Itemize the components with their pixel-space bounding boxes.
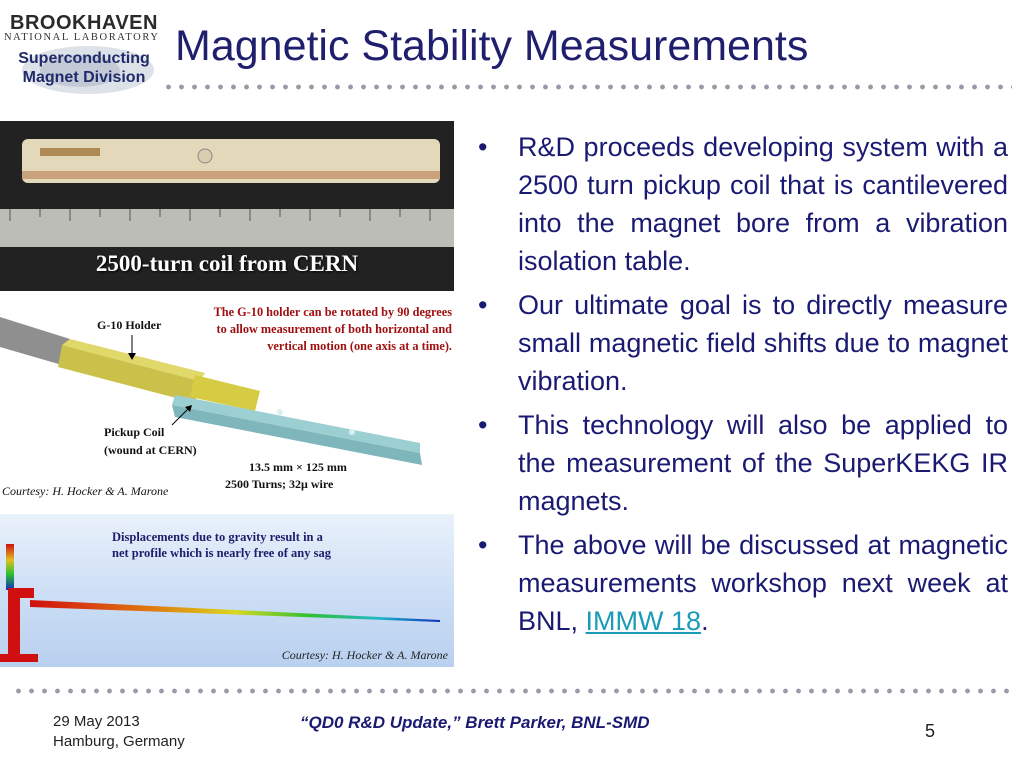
diagram-courtesy: Courtesy: H. Hocker & A. Marone <box>2 484 169 498</box>
title-divider <box>162 84 1012 90</box>
coil-photo-caption: 2500-turn coil from CERN <box>95 251 359 276</box>
fea-courtesy: Courtesy: H. Hocker & A. Marone <box>281 648 448 662</box>
pickup-coil-label: Pickup Coil (wound at CERN) <box>104 423 197 459</box>
rotation-note-line2: to allow measurement of both horizontal … <box>216 322 452 336</box>
pickup-coil-line1: Pickup Coil <box>104 425 165 439</box>
footer-date-location: 29 May 2013 Hamburg, Germany <box>53 712 185 752</box>
bullet-marker: • <box>478 290 488 320</box>
link-trailing-period: . <box>701 606 709 636</box>
fea-graphic <box>0 544 440 662</box>
brookhaven-logo: BROOKHAVEN NATIONAL LABORATORY Supercond… <box>0 0 170 100</box>
page-number: 5 <box>925 721 936 741</box>
bullet-item: • R&D proceeds developing system with a 2… <box>478 128 1008 280</box>
bullet-marker: • <box>478 530 488 560</box>
slide-title: Magnetic Stability Measurements <box>175 22 809 70</box>
g10-holder-label: G-10 Holder <box>97 318 162 332</box>
fea-caption: Displacements due to gravity result in a… <box>112 529 331 561</box>
immw18-link[interactable]: IMMW 18 <box>585 606 702 636</box>
footer-divider <box>12 688 1012 694</box>
bullet-text: The above will be discussed at magnetic … <box>518 530 1008 636</box>
footer-date: 29 May 2013 <box>53 713 140 730</box>
coil-photo-graphic <box>0 121 454 291</box>
rotation-note-line3: vertical motion (one axis at a time). <box>267 339 452 353</box>
fea-simulation-image: Displacements due to gravity result in a… <box>0 514 454 667</box>
logo-division-line1: Superconducting <box>18 50 150 67</box>
coil-photo: 2500-turn coil from CERN <box>0 121 454 291</box>
fea-caption-line1: Displacements due to gravity result in a <box>112 530 323 544</box>
logo-division: Superconducting Magnet Division <box>10 49 158 87</box>
rotation-note-line1: The G-10 holder can be rotated by 90 deg… <box>213 305 452 319</box>
coil-turns: 2500 Turns; 32μ wire <box>225 477 334 491</box>
footer-talk-title: “QD0 R&D Update,” Brett Parker, BNL-SMD <box>300 713 650 732</box>
logo-subtitle: NATIONAL LABORATORY <box>4 32 160 43</box>
holder-diagram-graphic <box>0 317 422 465</box>
rotation-note: The G-10 holder can be rotated by 90 deg… <box>214 304 452 355</box>
holder-diagram: G-10 Holder The G-10 holder can be rotat… <box>0 295 460 505</box>
bullet-text: R&D proceeds developing system with a 25… <box>518 132 1008 276</box>
footer-location: Hamburg, Germany <box>53 733 185 750</box>
bullet-item: • The above will be discussed at magnetic… <box>478 526 1008 640</box>
logo-name: BROOKHAVEN <box>10 12 158 34</box>
bullet-marker: • <box>478 132 488 162</box>
bullet-item: • Our ultimate goal is to directly measur… <box>478 286 1008 400</box>
bullet-item: • This technology will also be applied to… <box>478 406 1008 520</box>
logo-division-line2: Magnet Division <box>22 69 146 86</box>
bullet-list: • R&D proceeds developing system with a 2… <box>478 128 1008 646</box>
logo-swoosh-graphic <box>22 46 154 94</box>
bullet-text: This technology will also be applied to … <box>518 410 1008 516</box>
fea-caption-line2: net profile which is nearly free of any … <box>112 546 331 560</box>
pickup-coil-line2: (wound at CERN) <box>104 443 197 457</box>
bullet-text: Our ultimate goal is to directly measure… <box>518 290 1008 396</box>
coil-dimensions: 13.5 mm × 125 mm <box>249 460 347 474</box>
bullet-marker: • <box>478 410 488 440</box>
